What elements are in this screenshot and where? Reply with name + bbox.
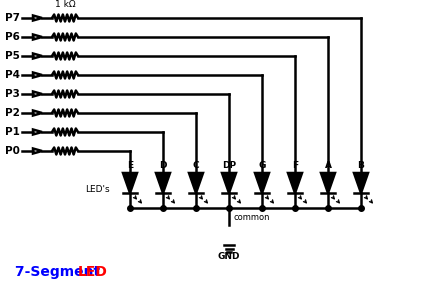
Text: E: E — [127, 161, 133, 170]
Polygon shape — [321, 173, 335, 193]
Text: F: F — [292, 161, 298, 170]
Text: P1: P1 — [5, 127, 20, 137]
Polygon shape — [354, 173, 368, 193]
Text: 1 kΩ: 1 kΩ — [55, 0, 75, 9]
Text: G: G — [258, 161, 266, 170]
Text: C: C — [193, 161, 199, 170]
Polygon shape — [156, 173, 170, 193]
Text: LED: LED — [78, 265, 108, 279]
Text: P4: P4 — [5, 70, 20, 80]
Polygon shape — [255, 173, 269, 193]
Polygon shape — [189, 173, 203, 193]
Text: DP: DP — [222, 161, 236, 170]
Text: P0: P0 — [5, 146, 20, 156]
Polygon shape — [222, 173, 236, 193]
Text: P3: P3 — [5, 89, 20, 99]
Polygon shape — [288, 173, 302, 193]
Text: LED's: LED's — [85, 184, 110, 194]
Text: P2: P2 — [5, 108, 20, 118]
Text: A: A — [325, 161, 331, 170]
Text: common: common — [234, 214, 271, 223]
Text: GND: GND — [218, 252, 240, 261]
Text: P5: P5 — [5, 51, 20, 61]
Text: B: B — [357, 161, 365, 170]
Text: P6: P6 — [5, 32, 20, 42]
Text: D: D — [159, 161, 167, 170]
Text: P7: P7 — [5, 13, 20, 23]
Polygon shape — [123, 173, 137, 193]
Text: 7-Segment: 7-Segment — [15, 265, 105, 279]
